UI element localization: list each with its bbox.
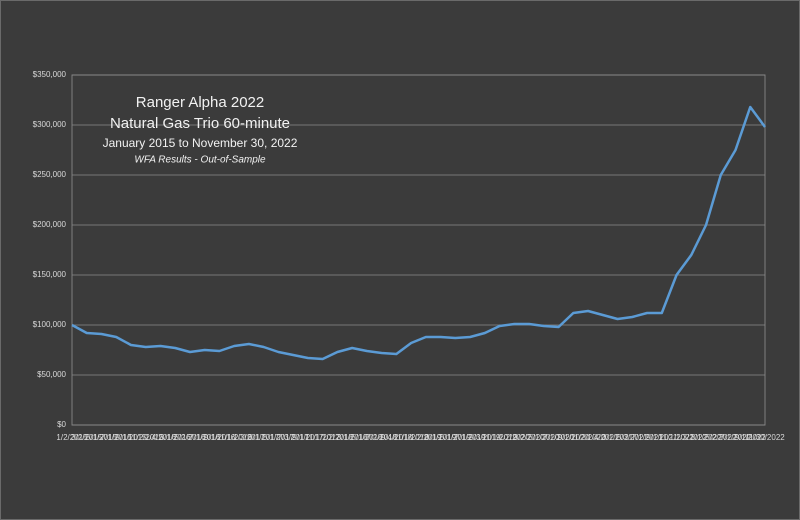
y-tick-label: $150,000	[33, 270, 67, 279]
x-tick-label: 7/1/2016	[189, 433, 221, 442]
x-tick-label: 11/1/2021	[659, 433, 695, 442]
x-tick-label: 3/1/2019	[425, 433, 457, 442]
x-tick-label: 11/1/2018	[394, 433, 430, 442]
x-tick-label: 1/2/2019	[410, 433, 442, 442]
x-tick-label: 1/4/2016	[145, 433, 177, 442]
x-tick-label: 11/30/2022	[745, 433, 785, 442]
x-tick-label: 3/1/2022	[690, 433, 722, 442]
x-tick-label: 5/1/2017	[263, 433, 295, 442]
x-tick-label: 1/4/2021	[587, 433, 619, 442]
x-tick-label: 7/1/2020	[543, 433, 575, 442]
x-tick-label: 3/1/2018	[337, 433, 369, 442]
x-tick-label: 1/2/2020	[499, 433, 531, 442]
x-tick-label: 3/1/2021	[602, 433, 634, 442]
y-tick-label: $50,000	[37, 370, 66, 379]
x-tick-label: 1/3/2017	[233, 433, 265, 442]
x-tick-label: 7/3/2017	[278, 433, 310, 442]
x-tick-label: 5/3/2021	[617, 433, 649, 442]
y-tick-label: $100,000	[33, 320, 67, 329]
x-tick-label: 11/1/2017	[305, 433, 341, 442]
x-tick-label: 5/1/2018	[351, 433, 383, 442]
x-tick-label: 9/3/2019	[469, 433, 501, 442]
x-tick-label: 11/1/2016	[217, 433, 253, 442]
x-tick-label: 9/1/2015	[115, 433, 147, 442]
chart-title: Ranger Alpha 2022	[136, 94, 264, 111]
y-tick-label: $200,000	[33, 220, 67, 229]
y-tick-label: $250,000	[33, 170, 67, 179]
x-tick-label: 9/1/2016	[204, 433, 236, 442]
x-tick-label: 3/1/2016	[160, 433, 192, 442]
x-tick-label: 7/2/2018	[366, 433, 398, 442]
x-tick-label: 9/1/2017	[292, 433, 324, 442]
y-tick-label: $350,000	[33, 70, 67, 79]
x-tick-label: 1/3/2022	[676, 433, 708, 442]
x-tick-label: 9/1/2021	[646, 433, 678, 442]
note: WFA Results - Out-of-Sample	[134, 155, 266, 166]
x-tick-label: 5/1/2019	[440, 433, 472, 442]
x-tick-label: 9/1/2022	[735, 433, 767, 442]
x-tick-label: 3/2/2015	[71, 433, 103, 442]
x-tick-label: 5/1/2020	[528, 433, 560, 442]
x-tick-label: 3/2/2020	[514, 433, 546, 442]
y-tick-label: $300,000	[33, 120, 67, 129]
x-tick-label: 11/2/2015	[128, 433, 164, 442]
x-tick-label: 9/1/2020	[558, 433, 590, 442]
x-tick-label: 11/2/2020	[571, 433, 607, 442]
x-tick-label: 9/4/2018	[381, 433, 413, 442]
chart-subtitle: Natural Gas Trio 60-minute	[110, 115, 290, 132]
y-tick-label: $0	[57, 420, 66, 429]
series-line	[71, 105, 767, 361]
x-tick-label: 7/1/2021	[631, 433, 663, 442]
x-tick-label: 11/1/2019	[482, 433, 518, 442]
x-tick-label: 5/1/2015	[86, 433, 118, 442]
x-tick-label: 5/2/2022	[705, 433, 737, 442]
x-tick-label: 7/1/2022	[720, 433, 752, 442]
x-tick-label: 1/2/2018	[322, 433, 354, 442]
x-tick-label: 3/1/2017	[248, 433, 280, 442]
x-tick-label: 7/1/2015	[101, 433, 133, 442]
x-tick-label: 7/1/2019	[455, 433, 487, 442]
x-tick-label: 5/2/2016	[174, 433, 206, 442]
date-range: January 2015 to November 30, 2022	[103, 136, 298, 150]
x-tick-label: 1/2/2015	[56, 433, 88, 442]
